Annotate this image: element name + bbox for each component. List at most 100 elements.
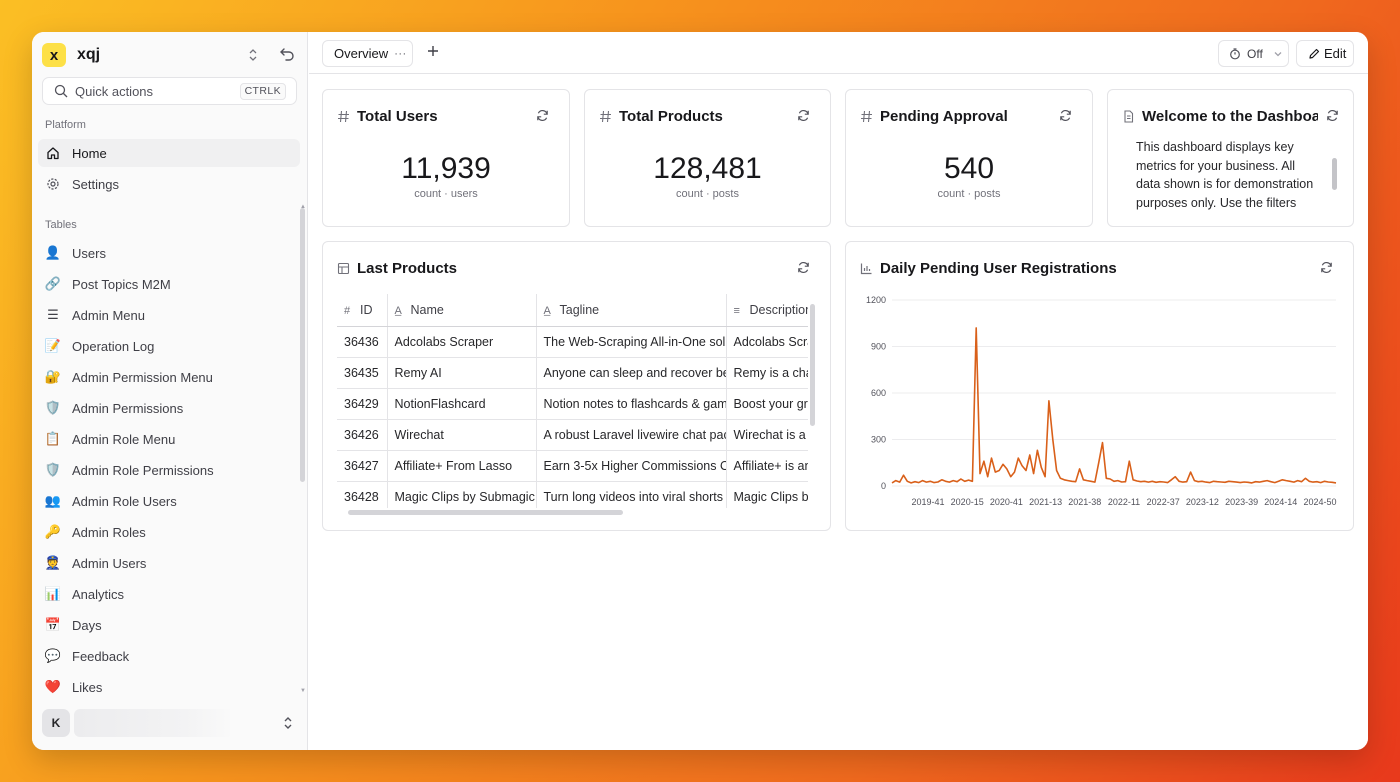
plus-icon[interactable]	[426, 44, 440, 58]
scroll-down-arrow[interactable]: ▼	[300, 688, 306, 694]
scroll-up-arrow[interactable]: ▲	[300, 204, 306, 210]
kpi-title: Pending Approval	[880, 107, 1008, 125]
column-header-description[interactable]: ≡ Description	[726, 294, 809, 327]
refresh-icon[interactable]	[1320, 261, 1333, 274]
more-icon[interactable]: ···	[394, 47, 407, 60]
table-cell: Wirechat	[387, 419, 537, 451]
kpi-card-pending-approval: Pending Approval 540 count · posts	[845, 89, 1093, 227]
kpi-title: Total Products	[619, 107, 723, 125]
avatar: K	[42, 709, 70, 737]
table-cell: Magic Clips by	[726, 481, 808, 508]
chevron-up-down-icon[interactable]	[282, 714, 296, 732]
tab-overview[interactable]: Overview ···	[322, 40, 413, 67]
card-title: Total Users	[337, 107, 438, 125]
sidebar-item-admin-permission-menu[interactable]: 🔐 Admin Permission Menu	[38, 363, 300, 391]
sidebar-item-post-topics-m2m[interactable]: 🔗 Post Topics M2M	[38, 270, 300, 298]
edit-button[interactable]: Edit	[1296, 40, 1354, 67]
hash-icon	[860, 110, 873, 123]
refresh-icon[interactable]	[1059, 109, 1072, 122]
table-horizontal-scrollbar[interactable]	[348, 510, 623, 515]
table-cell: Remy AI	[387, 357, 537, 389]
sidebar-item-home[interactable]: Home	[38, 139, 300, 167]
card-title: Pending Approval	[860, 107, 1008, 125]
kpi-title: Total Users	[357, 107, 438, 125]
column-header-id[interactable]: # ID	[337, 294, 388, 327]
auto-refresh-value: Off	[1247, 46, 1263, 61]
welcome-card: Welcome to the Dashboard This dashboard …	[1107, 89, 1354, 227]
search-icon	[54, 84, 68, 98]
shortcut-badge: CTRLK	[239, 83, 286, 100]
auto-refresh-select[interactable]: Off	[1218, 40, 1289, 67]
table-vertical-scrollbar[interactable]	[810, 304, 815, 426]
sidebar-item-admin-permissions[interactable]: 🛡️ Admin Permissions	[38, 394, 300, 422]
tab-label: Overview	[334, 46, 389, 61]
table-cell: Adcolabs Scraper	[387, 326, 537, 358]
table-cell: Earn 3-5x Higher Commissions On	[536, 450, 727, 482]
bar-chart-icon	[860, 262, 873, 275]
sidebar-item-admin-role-menu[interactable]: 📋 Admin Role Menu	[38, 425, 300, 453]
column-label: ID	[360, 302, 373, 317]
chevron-up-down-icon[interactable]	[246, 47, 260, 63]
user-menu[interactable]: K	[42, 708, 298, 738]
welcome-scrollbar[interactable]	[1332, 158, 1337, 190]
sidebar-item-label: Admin Permission Menu	[72, 369, 213, 385]
sidebar-item-admin-role-permissions[interactable]: 🛡️ Admin Role Permissions	[38, 456, 300, 484]
search-input[interactable]	[75, 83, 235, 99]
table-row[interactable]: 36426 Wirechat A robust Laravel livewire c…	[337, 419, 808, 451]
column-header-name[interactable]: A̲ Name	[387, 294, 537, 327]
org-switcher[interactable]: x xqj	[42, 42, 298, 68]
sidebar-item-admin-roles[interactable]: 🔑 Admin Roles	[38, 518, 300, 546]
refresh-icon[interactable]	[536, 109, 549, 122]
x-tick-label: 2020-41	[990, 497, 1023, 507]
table-row[interactable]: 36436 Adcolabs Scraper The Web-Scraping Al…	[337, 326, 808, 358]
sidebar-scrollbar[interactable]	[300, 208, 305, 482]
sidebar-item-likes[interactable]: ❤️ Likes	[38, 673, 300, 701]
sidebar-item-label: Admin Menu	[72, 307, 145, 323]
products-table-viewport[interactable]: # ID A̲ Name A̲ Tagline ≡ Description 36436 A…	[337, 294, 808, 508]
refresh-icon[interactable]	[797, 261, 810, 274]
hash-icon: #	[344, 304, 351, 317]
kpi-card-total-products: Total Products 128,481 count · posts	[584, 89, 831, 227]
column-header-tagline[interactable]: A̲ Tagline	[536, 294, 727, 327]
sidebar-item-label: Admin Role Permissions	[72, 462, 214, 478]
table-cell: The Web-Scraping All-in-One solution	[536, 326, 727, 358]
sidebar-item-admin-role-users[interactable]: 👥 Admin Role Users	[38, 487, 300, 515]
x-tick-label: 2021-13	[1029, 497, 1062, 507]
sidebar-item-operation-log[interactable]: 📝 Operation Log	[38, 332, 300, 360]
x-tick-label: 2024-14	[1264, 497, 1297, 507]
x-tick-label: 2021-38	[1068, 497, 1101, 507]
sidebar-item-admin-menu[interactable]: ☰ Admin Menu	[38, 301, 300, 329]
welcome-title: Welcome to the Dashboard	[1142, 107, 1318, 125]
refresh-icon[interactable]	[1326, 109, 1339, 122]
table-emoji-icon: 📅	[44, 617, 62, 632]
app-window: x xqj CTRLK Platform Home Setting	[32, 32, 1368, 750]
table-emoji-icon: 🔗	[44, 276, 62, 291]
section-label-platform: Platform	[45, 119, 86, 131]
undo-icon[interactable]	[278, 45, 296, 63]
sidebar-item-label: Likes	[72, 679, 103, 695]
sidebar-item-feedback[interactable]: 💬 Feedback	[38, 642, 300, 670]
x-tick-label: 2023-39	[1225, 497, 1258, 507]
sidebar-item-label: Home	[72, 145, 107, 161]
table-row[interactable]: 36429 NotionFlashcard Notion notes to flas…	[337, 388, 808, 420]
table-row[interactable]: 36435 Remy AI Anyone can sleep and recover…	[337, 357, 808, 389]
table-cell: Turn long videos into viral shorts in	[536, 481, 727, 508]
sidebar-item-settings[interactable]: Settings	[38, 170, 300, 198]
sidebar-item-days[interactable]: 📅 Days	[38, 611, 300, 639]
refresh-icon[interactable]	[797, 109, 810, 122]
sidebar-item-label: Admin Roles	[72, 524, 146, 540]
sidebar-item-admin-users[interactable]: 👮 Admin Users	[38, 549, 300, 577]
home-icon	[45, 145, 61, 161]
chevron-down-icon	[1274, 51, 1282, 56]
kpi-subtitle: count · users	[414, 188, 478, 200]
quick-actions-search[interactable]: CTRLK	[42, 77, 297, 105]
table-row[interactable]: 36428 Magic Clips by Submagic Turn long vi…	[337, 481, 808, 508]
kpi-subtitle: count · posts	[676, 188, 739, 200]
table-row[interactable]: 36427 Affiliate+ From Lasso Earn 3-5x High…	[337, 450, 808, 482]
user-name-redacted	[74, 709, 234, 737]
sidebar-item-users[interactable]: 👤 Users	[38, 239, 300, 267]
card-title: Welcome to the Dashboard	[1122, 107, 1318, 125]
table-header-row: # ID A̲ Name A̲ Tagline ≡ Description	[337, 294, 809, 327]
sidebar-item-analytics[interactable]: 📊 Analytics	[38, 580, 300, 608]
column-label: Description	[749, 302, 809, 317]
